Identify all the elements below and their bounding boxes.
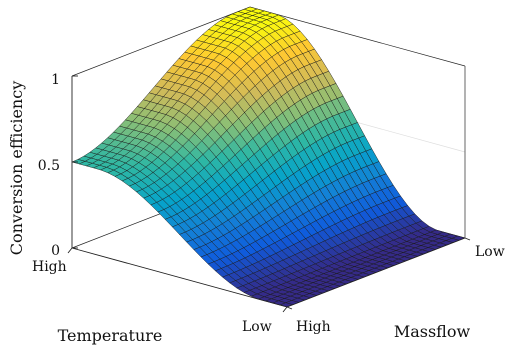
z-axis-label: Conversion efficiency xyxy=(7,81,26,256)
y-tick xyxy=(286,306,293,310)
x-tick xyxy=(67,247,73,254)
y-tick xyxy=(464,237,471,241)
x-tick-label: High xyxy=(32,259,67,275)
box-edge xyxy=(249,6,466,67)
z-tick-label: 1 xyxy=(51,72,60,88)
x-tick xyxy=(282,306,288,313)
y-tick-label: Low xyxy=(475,244,505,260)
y-axis-line xyxy=(286,237,466,308)
surface-mesh xyxy=(71,6,466,308)
x-axis-label: Temperature xyxy=(58,326,163,345)
y-tick-label: High xyxy=(296,319,331,335)
z-tick-label: 0.5 xyxy=(38,158,60,174)
axes xyxy=(67,75,471,313)
y-axis-label: Massflow xyxy=(394,322,471,341)
x-axis-line xyxy=(71,247,288,308)
x-tick-label: Low xyxy=(242,319,272,335)
box-edge xyxy=(71,6,251,77)
z-tick-label: 0 xyxy=(51,243,60,259)
